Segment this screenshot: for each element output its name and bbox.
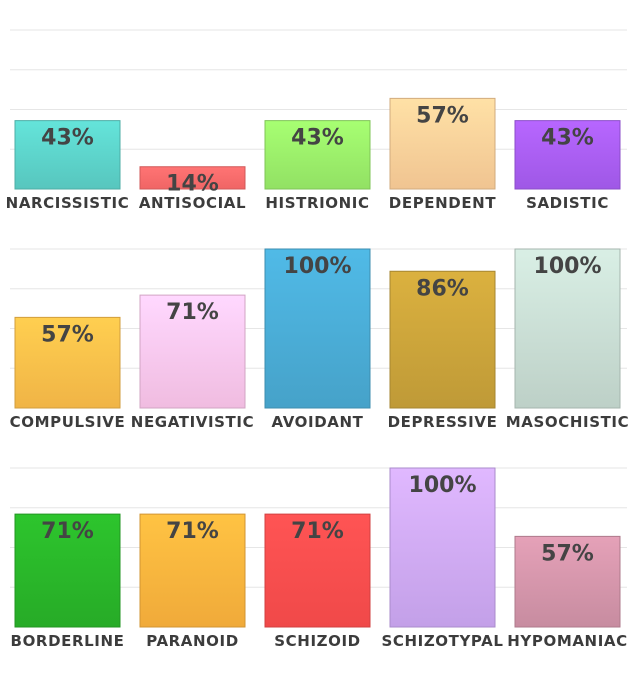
category-label-dependent: DEPENDENT	[389, 194, 497, 212]
value-label-hypomaniac: 57%	[541, 541, 594, 566]
value-label-compulsive: 57%	[41, 322, 94, 347]
category-label-narcissistic: NARCISSISTIC	[6, 194, 130, 212]
value-label-schizoid: 71%	[291, 519, 344, 544]
bar-dependent	[389, 97, 496, 190]
category-label-hypomaniac: HYPOMANIAC	[507, 632, 627, 650]
category-label-histrionic: HISTRIONIC	[265, 194, 369, 212]
value-label-borderline: 71%	[41, 519, 94, 544]
value-label-schizotypal: 100%	[409, 473, 477, 498]
bar-schizoid	[264, 513, 371, 628]
category-label-compulsive: COMPULSIVE	[10, 413, 126, 431]
category-label-schizoid: SCHIZOID	[274, 632, 360, 650]
value-label-antisocial: 14%	[166, 172, 219, 197]
bar-borderline	[14, 513, 121, 628]
value-label-dependent: 57%	[416, 103, 469, 128]
category-label-depressive: DEPRESSIVE	[388, 413, 498, 431]
value-label-avoidant: 100%	[284, 254, 352, 279]
value-label-depressive: 86%	[416, 276, 469, 301]
chart-panel-2: 57% COMPULSIVE 71% NEGATIVISTIC 100% AVOIDANT…	[10, 248, 629, 431]
category-label-masochistic: MASOCHISTIC	[506, 413, 629, 431]
value-label-negativistic: 71%	[166, 300, 219, 325]
bar-sadistic	[514, 120, 621, 190]
bar-antisocial	[139, 166, 246, 190]
value-label-histrionic: 43%	[291, 126, 344, 151]
category-label-paranoid: PARANOID	[146, 632, 239, 650]
category-label-sadistic: SADISTIC	[526, 194, 609, 212]
category-label-borderline: BORDERLINE	[11, 632, 125, 650]
value-label-sadistic: 43%	[541, 126, 594, 151]
bar-masochistic	[514, 248, 621, 409]
chart-panel-3: 71% BORDERLINE 71% PARANOID 71% SCHIZOID 100% S…	[10, 467, 627, 650]
bar-narcissistic	[14, 120, 121, 190]
category-label-antisocial: ANTISOCIAL	[139, 194, 246, 212]
bar-compulsive	[14, 316, 121, 409]
bar-depressive	[389, 270, 496, 409]
category-label-negativistic: NEGATIVISTIC	[131, 413, 254, 431]
value-label-narcissistic: 43%	[41, 126, 94, 151]
chart-panel-1: 43% NARCISSISTIC 14%ANTISOCIAL 43% HISTRIONI…	[6, 29, 627, 212]
bar-hypomaniac	[514, 535, 621, 628]
value-label-paranoid: 71%	[166, 519, 219, 544]
bar-negativistic	[139, 294, 246, 409]
category-label-avoidant: AVOIDANT	[272, 413, 364, 431]
bar-schizotypal	[389, 467, 496, 628]
value-label-masochistic: 100%	[534, 254, 602, 279]
bar-histrionic	[264, 120, 371, 190]
bar-paranoid	[139, 513, 246, 628]
category-label-schizotypal: SCHIZOTYPAL	[381, 632, 503, 650]
bar-avoidant	[264, 248, 371, 409]
